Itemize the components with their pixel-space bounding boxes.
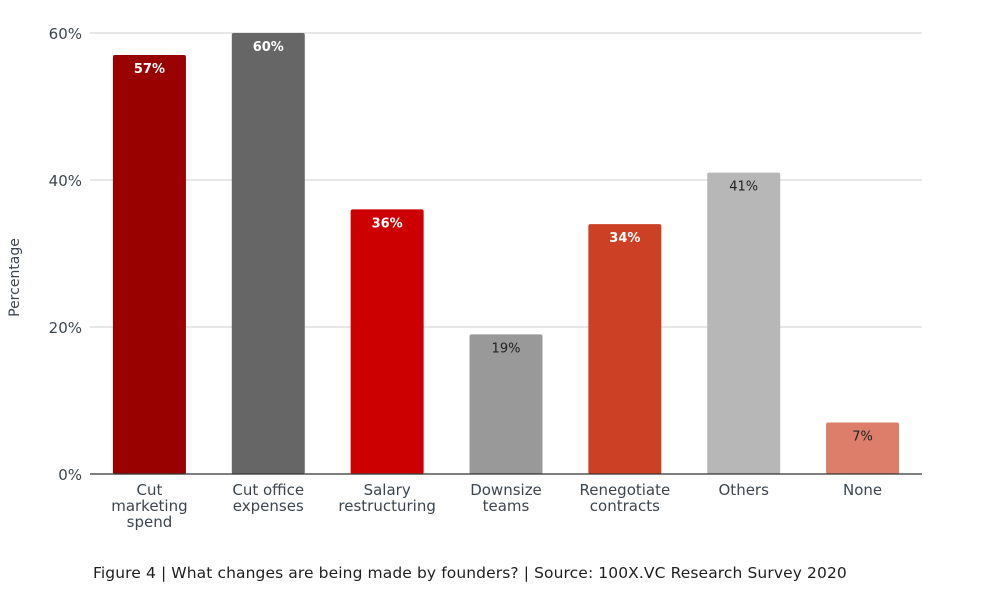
x-tick-label: restructuring — [338, 497, 435, 515]
x-tick-label: expenses — [233, 497, 304, 515]
bar-chart: 0% 20% 40% 60% Percentage 57% Cut marketing spen… — [7, 25, 922, 531]
data-label: 60% — [253, 40, 284, 55]
y-axis-label: Percentage — [7, 238, 23, 317]
bar — [707, 172, 781, 474]
data-label: 41% — [729, 180, 758, 195]
y-tick-label: 0% — [58, 466, 82, 484]
bar — [826, 422, 900, 474]
data-label: 7% — [852, 430, 873, 445]
x-tick-label: teams — [483, 497, 530, 515]
x-tick-label: Cut — [136, 481, 162, 499]
chart-canvas: 0% 20% 40% 60% Percentage 57% Cutmarketingspen… — [7, 25, 922, 531]
bar — [112, 55, 186, 475]
x-tick-label: marketing — [111, 497, 187, 515]
y-tick-label: 60% — [49, 25, 82, 43]
x-tick-label: Others — [719, 481, 770, 499]
x-tick-label: Cut office — [232, 481, 304, 499]
x-tick-label: spend — [127, 513, 173, 531]
bar — [588, 224, 662, 474]
data-label: 19% — [492, 341, 521, 356]
data-label: 57% — [134, 62, 165, 77]
y-tick-label: 40% — [49, 172, 82, 190]
bar — [231, 33, 305, 474]
bar — [350, 209, 424, 474]
data-label: 36% — [372, 216, 403, 231]
x-tick-label: Salary — [364, 481, 411, 499]
figure-caption: Figure 4 | What changes are being made b… — [93, 564, 847, 582]
x-tick-label: contracts — [590, 497, 660, 515]
x-tick-label: Downsize — [470, 481, 542, 499]
data-label: 34% — [609, 231, 640, 246]
x-tick-label: Renegotiate — [579, 481, 670, 499]
y-tick-label: 20% — [49, 319, 82, 337]
x-tick-label: None — [843, 481, 882, 499]
bar — [469, 334, 543, 474]
